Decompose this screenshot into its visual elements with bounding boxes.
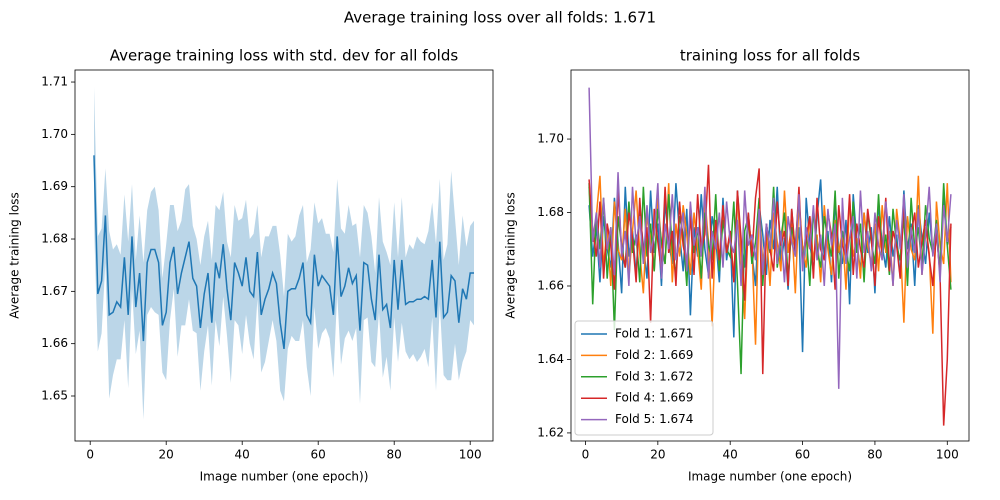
y-tick-label: 1.64 [537,352,564,366]
y-tick-label: 1.70 [537,132,564,146]
legend-box [574,320,714,436]
y-tick-label: 1.62 [537,425,564,439]
plot-area [93,87,474,420]
x-tick-label: 0 [582,448,590,462]
y-tick-label: 1.66 [41,336,68,350]
mean-line [93,155,474,350]
x-tick-label: 40 [723,448,738,462]
x-tick-label: 60 [795,448,810,462]
y-tick-label: 1.68 [537,205,564,219]
y-tick-label: 1.68 [41,232,68,246]
legend-label: Fold 5: 1.674 [615,412,693,426]
std-band [94,87,474,420]
x-tick-label: 80 [387,448,402,462]
legend-label: Fold 2: 1.669 [615,348,693,362]
subplot-title: training loss for all folds [680,47,860,65]
y-tick-label: 1.69 [41,179,68,193]
x-tick-label: 40 [235,448,250,462]
subplot-title: Average training loss with std. dev for … [110,47,459,65]
x-tick-label: 60 [311,448,326,462]
y-tick-label: 1.70 [41,127,68,141]
x-tick-label: 0 [86,448,94,462]
y-tick-label: 1.65 [41,388,68,402]
x-axis-label: Image number (one epoch)) [200,470,369,484]
y-axis-label: Average training loss [8,192,22,319]
x-tick-label: 100 [459,448,482,462]
series-line [588,179,952,353]
figure-title: Average training loss over all folds: 1.… [344,9,656,27]
y-tick-label: 1.71 [41,75,68,89]
legend-label: Fold 1: 1.671 [615,327,693,341]
plot-area [588,87,952,426]
x-tick-label: 20 [650,448,665,462]
x-axis-label: Image number (one epoch) [688,470,852,484]
series-line [588,87,952,389]
axes-frame [74,69,494,442]
x-tick-label: 20 [159,448,174,462]
legend-label: Fold 3: 1.672 [615,369,693,383]
legend-label: Fold 4: 1.669 [615,391,693,405]
y-tick-label: 1.66 [537,278,564,292]
y-tick-label: 1.67 [41,284,68,298]
x-tick-label: 100 [936,448,959,462]
y-axis-label: Average training loss [504,192,518,319]
axes-frame [570,69,970,442]
x-tick-label: 80 [867,448,882,462]
